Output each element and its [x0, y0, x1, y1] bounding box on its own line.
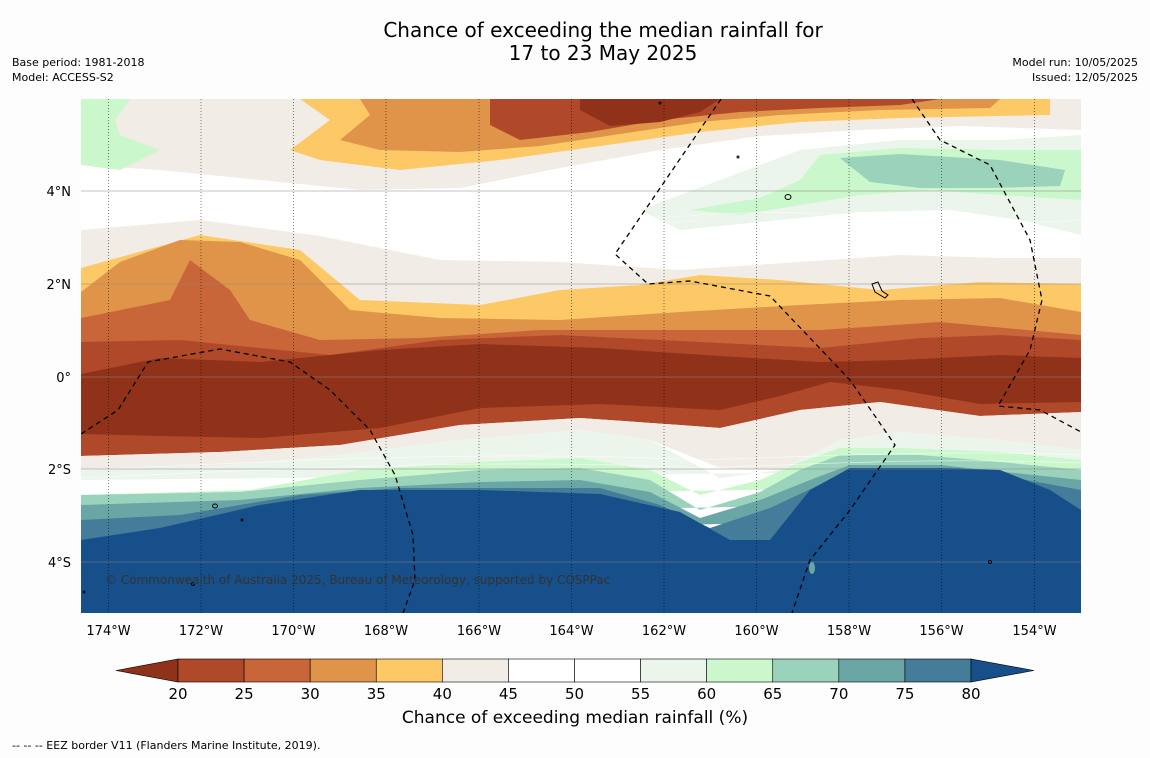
model-run-text: Model run: 10/05/2025: [1012, 56, 1138, 69]
colorbar-tick-label: 30: [301, 685, 320, 703]
lon-label: 172°W: [179, 624, 223, 639]
meta-left: Base period: 1981-2018 Model: ACCESS-S2: [12, 55, 144, 85]
copyright-text: © Commonwealth of Australia 2025, Bureau…: [105, 573, 610, 587]
colorbar-tick-label: 40: [433, 685, 452, 703]
lon-label: 154°W: [1012, 624, 1056, 639]
eez-borders: [81, 99, 1081, 613]
band-beige-1s: [81, 402, 1081, 470]
colorbar-segment: [574, 658, 641, 683]
lon-label: 162°W: [642, 624, 686, 639]
colorbar-segment: [243, 658, 311, 683]
colorbar-tick-label: 45: [499, 685, 518, 703]
band-darkorange-2n: [81, 240, 1081, 350]
colorbar-segment: [904, 658, 972, 683]
map-title: Chance of exceeding the median rainfall …: [0, 19, 1150, 65]
colorbar-tick-label: 80: [961, 685, 980, 703]
issued-text: Issued: 12/05/2025: [1031, 71, 1138, 84]
colorbar-segment: [508, 658, 575, 683]
band-teal-east: [840, 154, 1065, 188]
colorbar-tick-label: 60: [697, 685, 716, 703]
lon-label: 174°W: [86, 624, 130, 639]
colorbar-segment: [177, 658, 245, 683]
colorbar-segment: [838, 658, 906, 683]
lon-label: 170°W: [271, 624, 315, 639]
colorbar-tick-label: 50: [565, 685, 584, 703]
lat-label: 2°N: [47, 278, 72, 293]
colorbar-segment: [706, 658, 774, 683]
lon-label: 166°W: [457, 624, 501, 639]
colorbar-segment: [442, 658, 509, 683]
latitude-labels: 4°N 2°N 0° 2°S 4°S: [47, 185, 72, 571]
contour-lines: [81, 198, 1081, 479]
colorbar-tick-label: 70: [829, 685, 848, 703]
colorbar-title: Chance of exceeding median rainfall (%): [401, 708, 749, 728]
colorbar-tick-label: 20: [168, 685, 187, 703]
colorbar-segment: [640, 658, 707, 683]
colorbar-segment: [375, 658, 443, 683]
colorbar-tick-label: 35: [367, 685, 386, 703]
colorbar-tick-label: 55: [631, 685, 650, 703]
lon-label: 156°W: [919, 624, 963, 639]
band-darkest-north: [580, 99, 720, 126]
map-field: [81, 99, 1081, 613]
base-period-text: Base period: 1981-2018: [12, 56, 145, 69]
lat-label: 4°S: [48, 556, 71, 571]
colorbar: 20 25 30 35 40 45 50 55 60 65 70 75 80: [115, 658, 1035, 703]
band-darkest-eq: [81, 344, 1081, 438]
band-green-northwest: [81, 99, 160, 170]
colorbar-tick-label: 65: [763, 685, 782, 703]
lat-label: 4°N: [47, 185, 72, 200]
band-navy-south: [81, 468, 1081, 613]
band-copper-1n: [81, 260, 1081, 365]
colorbar-extend-high: [970, 658, 1035, 683]
colorbar-tick-label: 75: [895, 685, 914, 703]
latitude-lines: [81, 190, 1081, 563]
lat-label: 2°S: [48, 463, 71, 478]
lon-label: 168°W: [364, 624, 408, 639]
title-line-1: Chance of exceeding the median rainfall …: [383, 18, 823, 42]
colorbar-segment: [309, 658, 377, 683]
colorbar-extend-low: [115, 658, 179, 683]
longitude-labels: 174°W 172°W 170°W 168°W 166°W 164°W 162°…: [86, 624, 1056, 639]
title-line-2: 17 to 23 May 2025: [508, 41, 698, 65]
colorbar-tick-label: 25: [235, 685, 254, 703]
lat-label: 0°: [56, 371, 71, 386]
model-text: Model: ACCESS-S2: [12, 71, 114, 84]
lon-label: 158°W: [827, 624, 871, 639]
lon-label: 164°W: [549, 624, 593, 639]
meta-right: Model run: 10/05/2025 Issued: 12/05/2025: [1012, 55, 1138, 85]
lon-label: 160°W: [734, 624, 778, 639]
colorbar-segment: [772, 658, 840, 683]
eez-legend-note: -- -- -- EEZ border V11 (Flanders Marine…: [12, 739, 321, 752]
islands: [82, 101, 992, 594]
